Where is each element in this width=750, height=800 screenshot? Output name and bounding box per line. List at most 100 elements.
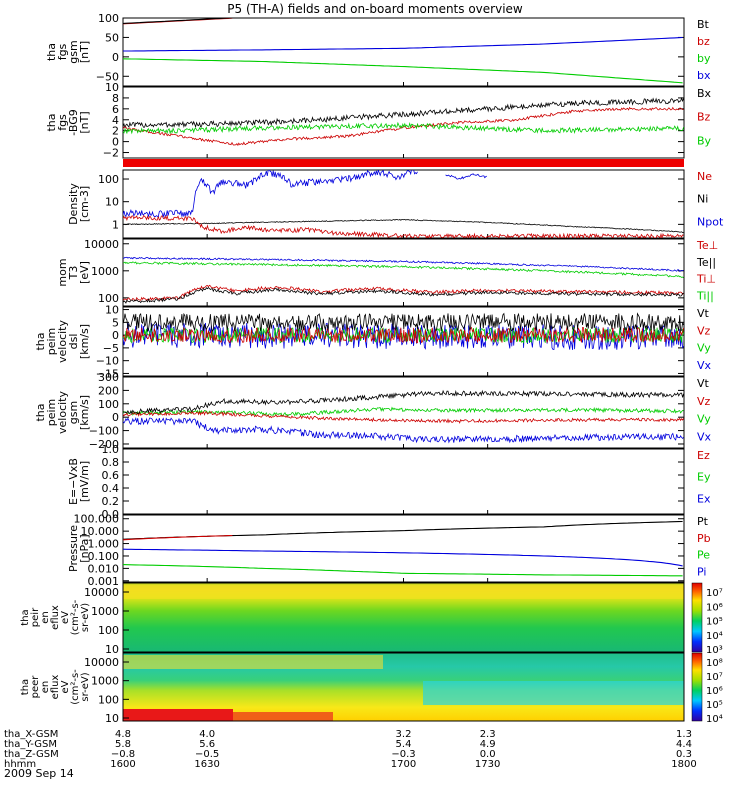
y-axis-label: velocity	[56, 391, 69, 434]
colorbar-tick-label: 10³	[706, 645, 723, 656]
y-axis-label: (cm²-s-	[70, 599, 81, 635]
legend-entry: Pb	[697, 532, 711, 545]
series-line	[123, 326, 684, 344]
y-tick-label: 10.000	[81, 525, 120, 538]
y-tick-label: 10	[105, 712, 119, 725]
y-axis-label: E=−VxB	[67, 458, 80, 505]
legend-entry: Bx	[697, 87, 712, 100]
legend-entry: Ni	[697, 193, 708, 206]
y-axis-label: eV	[60, 680, 71, 693]
series-line	[123, 121, 684, 135]
y-tick-label: −100	[89, 425, 119, 438]
ephemeris-value: 5.4	[396, 739, 412, 750]
legend-entry: Ne	[697, 170, 712, 183]
y-tick-label: −2	[103, 147, 119, 160]
y-axis-label: [km/s]	[78, 324, 91, 359]
y-axis-label: mom	[56, 258, 69, 286]
y-axis-label: sr-eV)	[80, 603, 91, 632]
series-line	[123, 96, 684, 130]
y-axis-label: eflux	[50, 605, 61, 630]
legend-entry: Ti||	[696, 289, 714, 302]
y-tick-label: 50	[105, 31, 119, 44]
y-tick-label: 1000	[91, 675, 119, 688]
ephemeris-value: 4.9	[480, 739, 496, 750]
y-tick-label: 0.2	[102, 495, 120, 508]
y-axis-label: [eV]	[78, 261, 91, 284]
y-tick-label: 0	[112, 329, 119, 342]
y-axis-label: fgs	[56, 114, 69, 131]
series-line	[123, 218, 684, 234]
y-tick-label: 0	[112, 411, 119, 424]
y-axis-label: tha	[45, 43, 58, 61]
series-line	[123, 410, 684, 424]
ephemeris-value: −0.8	[111, 749, 135, 760]
y-axis-label: [nT]	[78, 41, 91, 63]
y-tick-label: 8	[112, 92, 119, 105]
spectrogram-band	[123, 585, 684, 599]
legend-entry: Te||	[696, 256, 716, 269]
y-axis-label: en	[40, 681, 51, 694]
series-line	[123, 534, 233, 541]
y-axis-label: [mV/m]	[78, 461, 91, 502]
y-tick-label: 0	[112, 136, 119, 149]
legend-entry: bz	[697, 35, 710, 48]
y-tick-label: 1	[112, 218, 119, 231]
ephemeris-value: −0.3	[391, 749, 415, 760]
y-tick-label: 1.000	[88, 538, 120, 551]
y-tick-label: 0	[112, 51, 119, 64]
colorbar-tick-label: 10⁴	[706, 631, 723, 642]
y-tick-label: 6	[112, 103, 119, 116]
state-bar	[123, 159, 684, 167]
y-axis-label: tha	[34, 403, 47, 421]
panel-frame	[122, 448, 685, 515]
ephemeris-value: 1630	[194, 759, 219, 770]
y-axis-label: en	[40, 611, 51, 624]
date-label: 2009 Sep 14	[4, 767, 74, 780]
y-tick-label: 1000	[91, 265, 119, 278]
legend-entry: Te⊥	[696, 239, 718, 252]
series-line	[123, 287, 684, 304]
legend-entry: bx	[697, 69, 711, 82]
series-line	[123, 406, 684, 417]
y-tick-label: 100	[98, 173, 119, 186]
panel-2: 100 10 1 Density[cm-3] Ne Ni Npot	[67, 169, 724, 239]
ephemeris-value: 3.2	[396, 729, 412, 740]
colorbar-tick-label: 10⁵	[706, 700, 723, 711]
ephemeris-value: 0.3	[676, 749, 692, 760]
y-tick-label: 0.001	[88, 575, 120, 588]
legend-entry: Vz	[697, 395, 711, 408]
legend-entry: Ti⊥	[696, 273, 716, 286]
ephemeris-value: 5.6	[199, 739, 215, 750]
legend-entry: Vt	[697, 307, 710, 320]
ephemeris-label: tha_X-GSM	[4, 729, 58, 740]
series-line	[445, 173, 487, 180]
legend-entry: Vy	[697, 413, 711, 426]
legend-entry: Ey	[697, 471, 711, 484]
y-tick-label: 10	[105, 196, 119, 209]
colorbar	[691, 582, 703, 653]
y-axis-label: fgs	[56, 43, 69, 60]
ephemeris-value: 2.3	[480, 729, 496, 740]
series-line	[123, 170, 418, 219]
y-tick-label: 1000	[91, 605, 119, 618]
y-axis-label: peer	[30, 675, 41, 699]
y-tick-label: 0.4	[102, 482, 120, 495]
ephemeris-labels: tha_X-GSM 4.8 4.0 3.2 2.3 1.3 tha_Y-GSM 5.8 5.6 5…	[4, 729, 697, 770]
series-line	[123, 261, 684, 278]
spectrogram-1: 10000 1000 100 10 tha peer en eflux eV (cm²-s-sr-…	[20, 652, 723, 725]
y-tick-label: −10	[96, 355, 119, 368]
y-axis-label: [nT]	[78, 111, 91, 133]
y-tick-label: 10000	[84, 656, 119, 669]
y-axis-label: -BG9	[67, 109, 80, 135]
series-line	[123, 58, 683, 84]
y-axis-label: gsm	[67, 401, 80, 424]
ephemeris-label: tha_Z-GSM	[4, 749, 59, 760]
colorbar-tick-label: 10⁸	[706, 658, 723, 669]
y-tick-label: 2	[112, 125, 119, 138]
